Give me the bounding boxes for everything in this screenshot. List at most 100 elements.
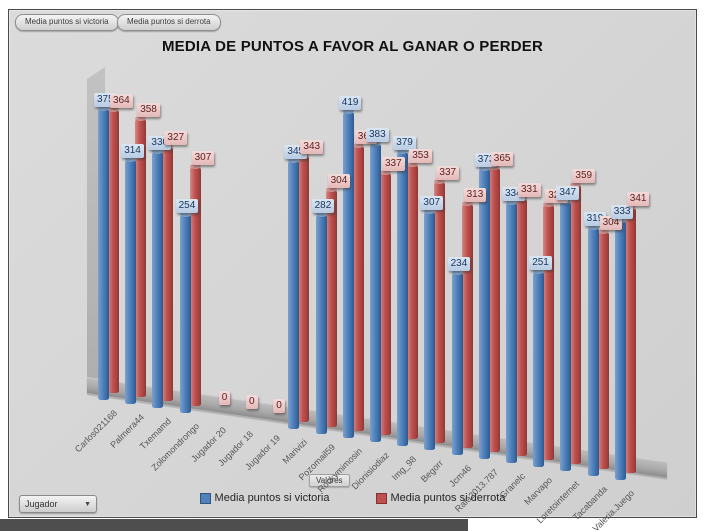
bar-derrota[interactable]	[352, 143, 364, 431]
data-label-derrota: 0	[246, 395, 258, 409]
legend-label-derrota: Media puntos si derrota	[390, 492, 506, 504]
data-label-derrota: 337	[436, 165, 460, 180]
values-field-button[interactable]: Valores	[309, 474, 350, 487]
bar-derrota[interactable]	[434, 178, 446, 444]
bar-victoria[interactable]	[179, 212, 191, 413]
bar-victoria[interactable]	[315, 211, 327, 434]
data-label-derrota: 304	[599, 216, 623, 231]
bar-derrota[interactable]	[624, 204, 636, 473]
bar-victoria[interactable]	[370, 141, 381, 442]
cylinder-cap	[533, 269, 545, 275]
cylinder-cap	[451, 270, 463, 276]
cylinder-cap	[597, 229, 609, 235]
data-label-derrota: 353	[409, 148, 432, 163]
bar-victoria[interactable]	[587, 224, 599, 476]
cylinder-cap	[543, 201, 555, 207]
bar-derrota[interactable]	[407, 161, 419, 440]
bar-derrota[interactable]	[325, 187, 337, 427]
data-label-derrota: 341	[626, 191, 650, 206]
data-label-derrota: 337	[382, 157, 405, 172]
cylinder-cap	[424, 208, 436, 214]
cylinder-cap	[189, 164, 201, 170]
legend-swatch-derrota-icon	[375, 492, 387, 504]
bar-derrota[interactable]	[108, 107, 119, 393]
data-label-victoria: 347	[556, 185, 580, 200]
data-label-victoria: 333	[610, 205, 634, 220]
cylinder-cap	[407, 161, 419, 167]
bar-victoria[interactable]	[478, 165, 490, 459]
legend-swatch-victoria-icon	[199, 492, 211, 504]
filter-button-derrota[interactable]: Media puntos si derrota	[117, 14, 221, 31]
data-label-derrota: 307	[191, 151, 215, 166]
bar-derrota[interactable]	[380, 170, 391, 435]
bar-victoria[interactable]	[560, 198, 572, 472]
cylinder-cap	[288, 158, 300, 164]
data-label-derrota: 0	[273, 399, 285, 414]
data-label-victoria: 307	[420, 195, 444, 210]
bar-derrota[interactable]	[597, 229, 609, 469]
bottom-window-strip	[0, 519, 468, 531]
cylinder-cap	[315, 211, 327, 217]
cylinder-cap	[397, 148, 409, 154]
cylinder-cap	[135, 115, 147, 121]
data-label-victoria: 383	[366, 128, 389, 143]
data-label-victoria: 254	[175, 199, 199, 214]
bar-derrota[interactable]	[461, 201, 473, 448]
chevron-down-icon: ▼	[84, 500, 91, 508]
bar-derrota[interactable]	[189, 164, 201, 406]
jugador-field-label: Jugador	[25, 499, 58, 509]
bar-victoria[interactable]	[288, 158, 300, 430]
legend-item-victoria[interactable]: Media puntos si victoria	[199, 492, 330, 504]
data-label-victoria: 251	[529, 256, 552, 271]
chart-title: MEDIA DE PUNTOS A FAVOR AL GANAR O PERDE…	[161, 38, 543, 55]
bar-victoria[interactable]	[397, 148, 409, 447]
bar-victoria[interactable]	[533, 269, 545, 468]
data-label-victoria: 314	[121, 144, 144, 159]
cylinder-cap	[587, 224, 599, 230]
cylinder-cap	[352, 143, 364, 149]
cylinder-cap	[152, 149, 164, 154]
data-label-derrota: 359	[572, 169, 596, 184]
pivot-chart-area: Media puntos si victoria Media puntos si…	[8, 9, 697, 531]
cylinder-cap	[570, 182, 582, 188]
plot-area: 375 364 Carlos021168 314 358 Palmera44 330 327 T…	[9, 10, 696, 531]
bar-derrota[interactable]	[570, 182, 582, 465]
data-label-derrota: 327	[164, 131, 188, 146]
data-label-derrota: 343	[300, 139, 324, 154]
bar-derrota[interactable]	[543, 201, 555, 461]
legend-label-victoria: Media puntos si victoria	[214, 492, 330, 504]
data-label-derrota: 364	[110, 94, 133, 109]
cylinder-cap	[179, 212, 191, 218]
bar-derrota[interactable]	[162, 144, 174, 402]
bar-derrota[interactable]	[135, 115, 147, 398]
bar-derrota[interactable]	[516, 195, 527, 456]
jugador-field-dropdown[interactable]: Jugador ▼	[19, 495, 97, 513]
cylinder-cap	[98, 105, 109, 111]
bar-victoria[interactable]	[152, 149, 164, 409]
data-label-derrota: 304	[327, 174, 351, 189]
bar-victoria[interactable]	[342, 108, 354, 438]
data-label-derrota: 331	[518, 182, 541, 197]
legend-item-derrota[interactable]: Media puntos si derrota	[375, 492, 506, 504]
bar-victoria[interactable]	[614, 218, 626, 480]
bar-victoria[interactable]	[98, 105, 109, 400]
cylinder-cap	[506, 200, 517, 206]
bar-victoria[interactable]	[424, 208, 436, 451]
data-label-victoria: 419	[338, 95, 362, 110]
cylinder-cap	[434, 178, 446, 184]
bar-victoria[interactable]	[451, 270, 463, 455]
cylinder-cap	[461, 201, 473, 207]
bar-victoria[interactable]	[506, 200, 517, 463]
data-label-derrota: 358	[137, 102, 160, 117]
bar-victoria[interactable]	[125, 157, 137, 405]
data-label-derrota: 313	[463, 188, 487, 203]
bar-derrota[interactable]	[298, 152, 310, 423]
chart-legend: Media puntos si victoria Media puntos si…	[9, 492, 696, 504]
cylinder-cap	[380, 170, 391, 176]
bar-derrota[interactable]	[488, 165, 500, 452]
cylinder-cap	[108, 107, 119, 113]
cylinder-cap	[342, 108, 354, 114]
data-label-derrota: 365	[490, 152, 514, 167]
data-label-victoria: 379	[393, 135, 416, 150]
